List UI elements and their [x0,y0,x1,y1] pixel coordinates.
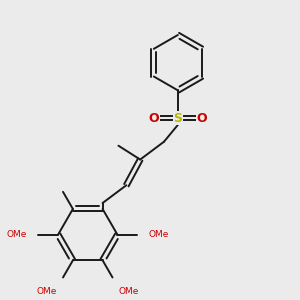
Text: OMe: OMe [148,230,169,239]
Text: OMe: OMe [118,287,139,296]
Text: OMe: OMe [37,287,57,296]
Text: O: O [149,112,159,124]
Text: S: S [173,112,182,124]
Text: O: O [196,112,207,124]
Text: OMe: OMe [7,230,27,239]
